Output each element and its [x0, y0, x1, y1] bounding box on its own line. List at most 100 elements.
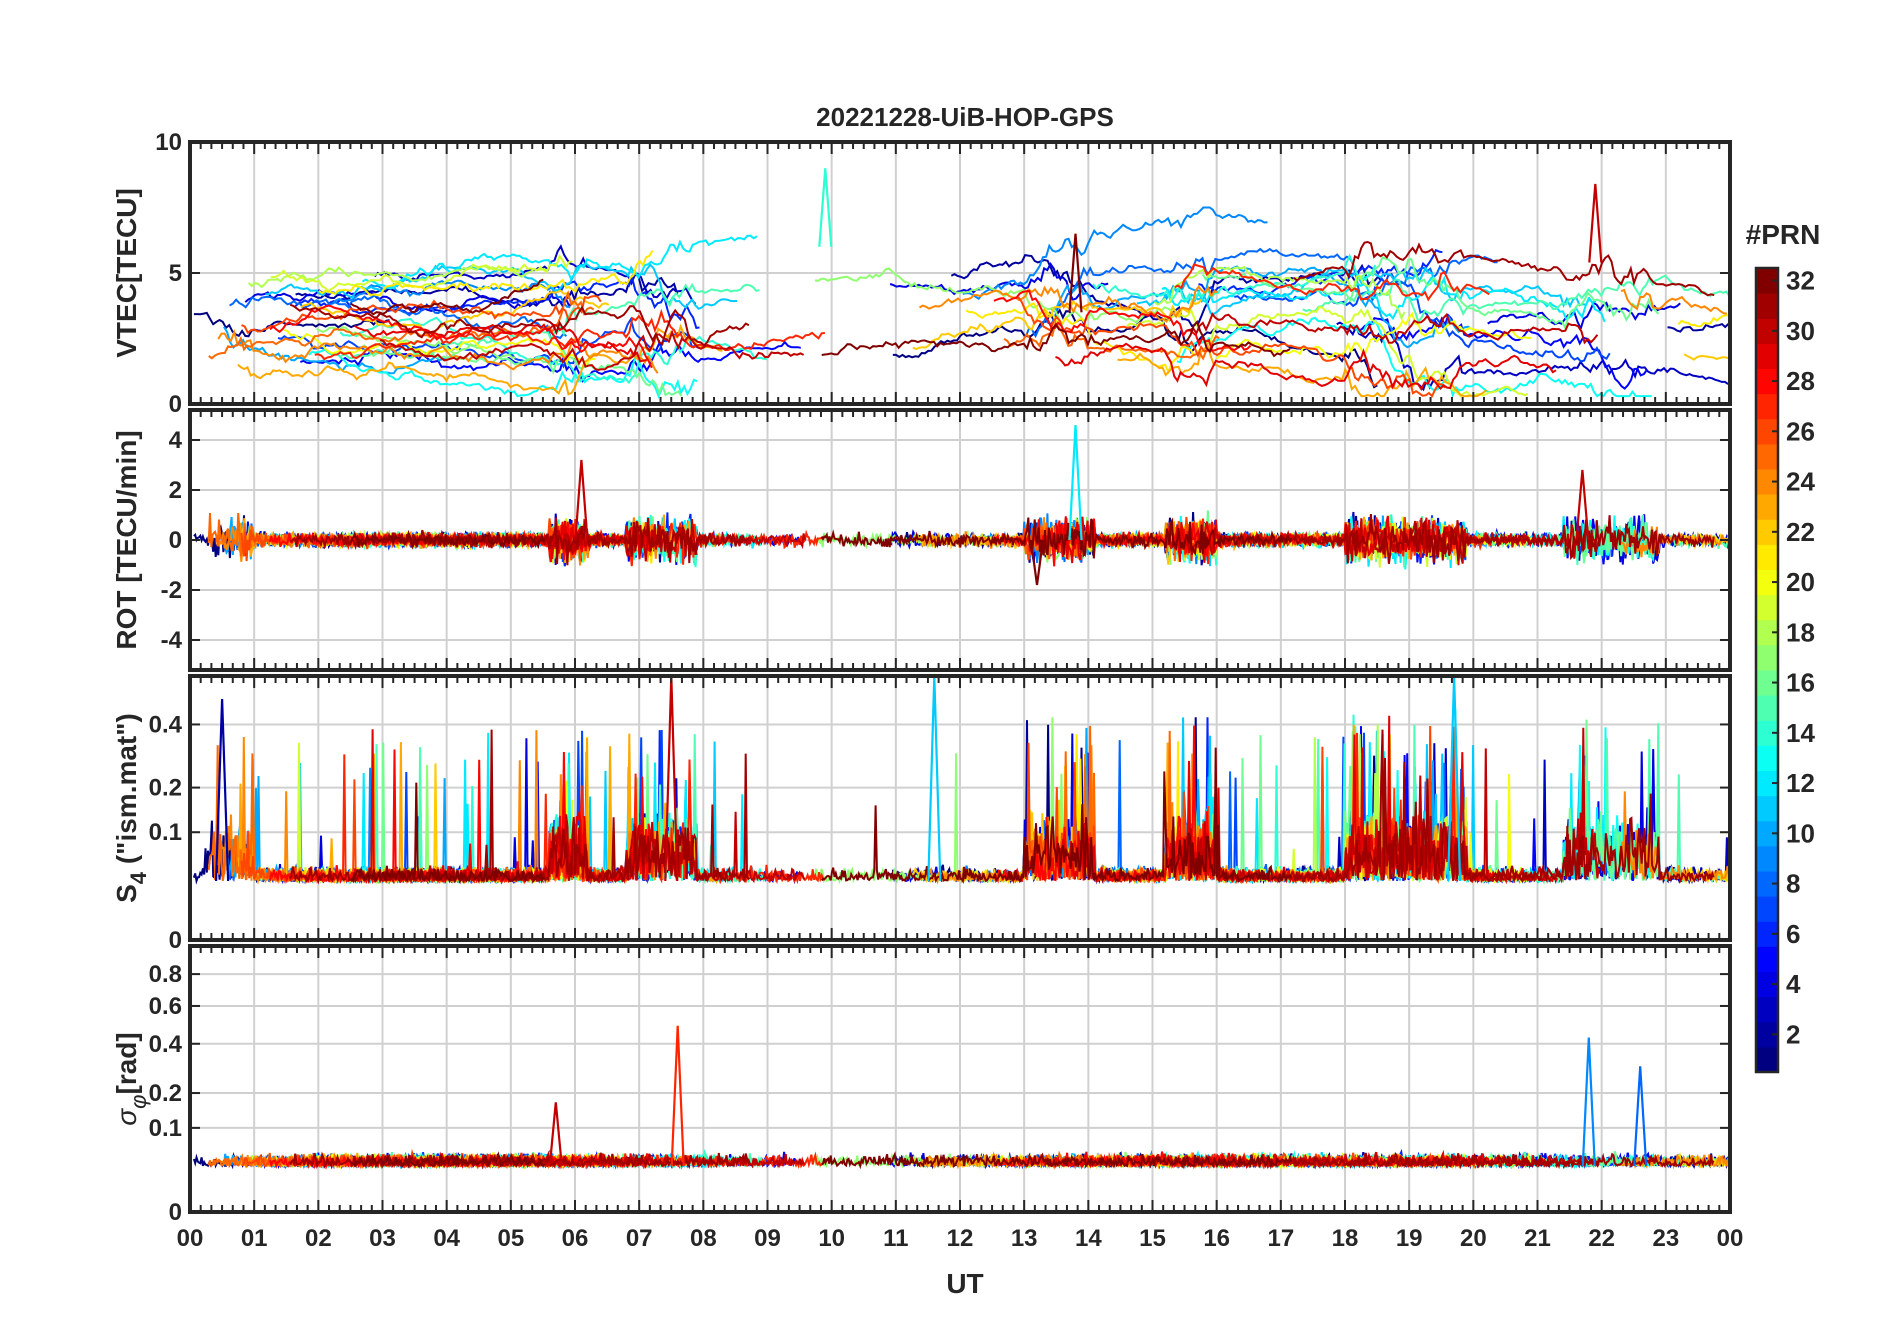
trace-vtec-prn-12 [361, 234, 758, 290]
feature-sigma_phi-2 [1633, 1066, 1648, 1166]
trace-s4-prn-4 [244, 738, 574, 885]
colorbar-segment [1756, 996, 1778, 1023]
trace-vtec-prn-31 [289, 303, 750, 347]
trace-vtec-prn-3 [1336, 321, 1729, 392]
panel-vtec: 0 5 10 VTEC[TECU] [111, 129, 1732, 418]
colorbar-segment [1756, 569, 1778, 596]
colorbar-tick-label: 16 [1786, 668, 1815, 698]
trace-vtec-prn-18 [247, 265, 548, 289]
colorbar-segment [1756, 1021, 1778, 1048]
y-tick-label-sigma_phi: 0.1 [149, 1115, 182, 1142]
trace-s4-prn-29 [1055, 715, 1559, 885]
x-tick-label: 17 [1267, 1225, 1294, 1252]
feature-sigma_phi-1 [1581, 1037, 1596, 1166]
colorbar-segment [1756, 469, 1778, 495]
colorbar-segment [1756, 795, 1778, 822]
x-tick-label: 16 [1203, 1225, 1230, 1252]
trace-vtec-prn-23 [1117, 341, 1488, 398]
x-axis-label: UT [946, 1268, 983, 1299]
feature-s4-0 [215, 698, 230, 882]
traces-s4 [192, 709, 1730, 885]
trace-sigma_phi-prn-32 [821, 1151, 1293, 1170]
colorbar-segment [1756, 745, 1778, 771]
traces-sigma_phi [192, 1148, 1730, 1170]
trace-vtec-prn-21 [965, 302, 1202, 375]
ticks-sigma_phi [189, 946, 1731, 1213]
trace-vtec-prn-22 [912, 298, 1203, 351]
x-tick-label: 01 [241, 1225, 268, 1252]
trace-vtec-prn-27 [314, 308, 825, 361]
y-tick-label-rot: 2 [169, 477, 182, 504]
colorbar-segment [1756, 368, 1778, 395]
x-tick-label: 03 [369, 1225, 396, 1252]
x-tick-label: 15 [1139, 1225, 1166, 1252]
x-tick-label: 10 [818, 1225, 845, 1252]
colorbar-segment [1756, 695, 1778, 721]
trace-vtec-prn-16 [1201, 255, 1660, 331]
trace-vtec-prn-32 [821, 319, 1291, 358]
trace-vtec-prn-20 [1215, 311, 1531, 360]
colorbar-tick-label: 22 [1786, 517, 1815, 547]
x-tick-label: 09 [754, 1225, 781, 1252]
x-tick-label: 19 [1396, 1225, 1423, 1252]
colorbar-segment [1756, 1046, 1778, 1073]
trace-vtec-prn-29 [1055, 342, 1557, 392]
traces-vtec [193, 206, 1730, 399]
trace-vtec-prn-26 [241, 294, 602, 335]
trace-s4-prn-1 [891, 717, 1378, 885]
colorbar-segment [1756, 594, 1778, 621]
x-tick-label: 00 [1717, 1225, 1744, 1252]
colorbar-segment [1756, 921, 1778, 947]
x-tick-labels: 00 01 02 03 04 05 06 07 08 09 10 11 12 13 14 15 16 17 18 19… [177, 1225, 1744, 1252]
y-tick-label-vtec: 0 [169, 391, 182, 418]
colorbar-segment [1756, 343, 1778, 369]
colorbar-tick-label: 26 [1786, 416, 1815, 446]
colorbar-tick-label: 32 [1786, 266, 1815, 296]
feature-s4-2 [927, 676, 942, 882]
trace-vtec-prn-29 [354, 323, 647, 363]
x-tick-label: 00 [177, 1225, 204, 1252]
y-tick-label-s4: 0.1 [149, 819, 182, 846]
x-tick-label: 07 [626, 1225, 653, 1252]
feature-vtec-2 [1588, 183, 1603, 263]
trace-vtec-prn-30 [379, 329, 805, 372]
y-axis-label-sigma_phi: σφ[rad] [111, 1032, 151, 1125]
feature-s4-1 [664, 676, 679, 882]
trace-s4-prn-28 [269, 749, 653, 885]
y-tick-label-rot: -4 [161, 627, 183, 654]
colorbar-segment [1756, 720, 1778, 746]
y-tick-label-sigma_phi: 0.8 [149, 961, 182, 988]
x-tick-label: 22 [1588, 1225, 1615, 1252]
trace-vtec-prn-22 [1683, 353, 1730, 361]
trace-vtec-prn-4 [889, 261, 1109, 302]
y-axis-label-vtec: VTEC[TECU] [111, 188, 142, 358]
trace-s4-prn-9 [961, 759, 1271, 885]
trace-vtec-prn-24 [217, 329, 659, 374]
trace-vtec-prn-30 [1186, 312, 1599, 345]
feature-s4-3 [1447, 676, 1462, 882]
colorbar-segment [1756, 519, 1778, 545]
trace-s4-prn-32 [820, 747, 1293, 884]
feature-rot-2 [1029, 539, 1045, 586]
chart-title: 20221228-UiB-HOP-GPS [816, 102, 1114, 132]
colorbar-segment [1756, 871, 1778, 897]
y-axis-label-rot: ROT [TECU/min] [111, 430, 142, 649]
colorbar-segment [1756, 820, 1778, 847]
trace-vtec-prn-14 [1092, 253, 1377, 305]
colorbar-tick-label: 24 [1786, 467, 1815, 497]
colorbar-tick-label: 10 [1786, 818, 1815, 848]
colorbar-segment [1756, 670, 1778, 696]
x-tick-label: 05 [497, 1225, 524, 1252]
colorbar-tick-label: 30 [1786, 316, 1815, 346]
feature-rot-1 [1068, 424, 1083, 541]
trace-vtec-prn-2 [1667, 322, 1730, 333]
trace-s4-prn-32 [350, 782, 546, 885]
colorbar-segment [1756, 443, 1778, 470]
ticks-s4 [189, 676, 1731, 941]
x-tick-label: 18 [1332, 1225, 1359, 1252]
colorbar-tick-label: 18 [1786, 617, 1815, 647]
x-tick-label: 23 [1652, 1225, 1679, 1252]
y-tick-label-s4: 0.2 [149, 775, 182, 802]
colorbar-segment [1756, 418, 1778, 445]
